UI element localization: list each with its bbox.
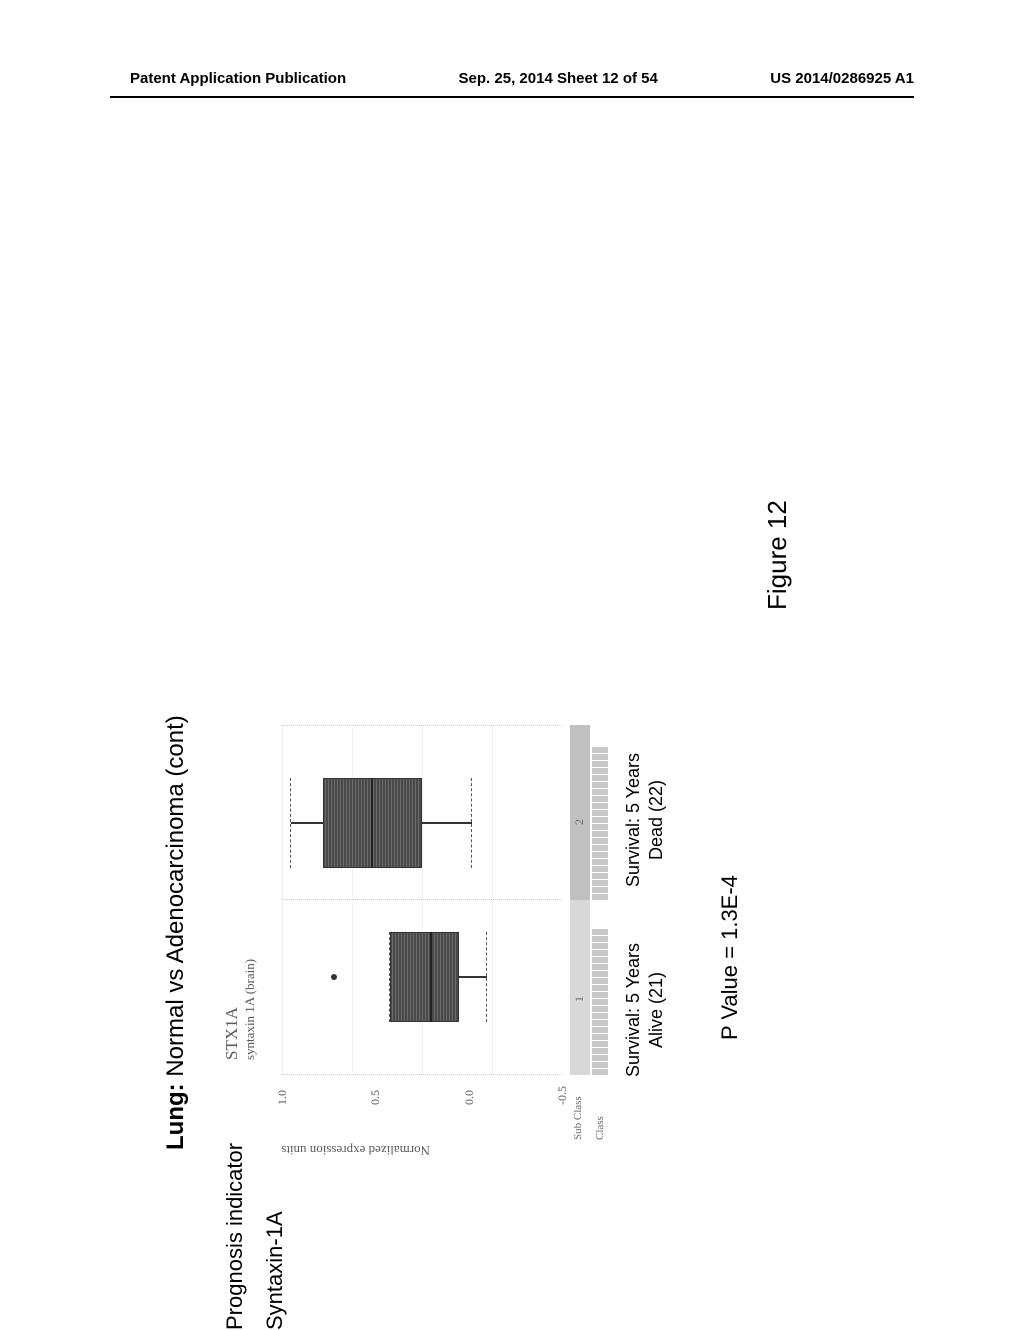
x-cat-1-top: Survival: 5 Years [622, 920, 645, 1100]
x-category-1: Survival: 5 Years Alive (21) [622, 920, 669, 1100]
sub-class-band [570, 725, 590, 1075]
title-rest: Normal vs Adenocarcinoma (cont) [162, 715, 189, 1083]
header-left: Patent Application Publication [130, 70, 346, 87]
class-num-2: 2 [572, 819, 587, 825]
header-center: Sep. 25, 2014 Sheet 12 of 54 [459, 70, 658, 87]
x-cat-2-top: Survival: 5 Years [622, 730, 645, 910]
y-axis-label: Normalized expression units [281, 1142, 430, 1158]
figure-title: Lung: Normal vs Adenocarcinoma (cont) [162, 715, 190, 1150]
class-num-1: 1 [572, 996, 587, 1002]
class-label: Class [594, 1116, 606, 1140]
figure-number-label: Figure 12 [762, 500, 793, 610]
prognosis-indicator-label: Prognosis indicator [222, 1143, 248, 1330]
class-cell-2 [592, 725, 610, 900]
header-right: US 2014/0286925 A1 [770, 70, 914, 87]
title-prefix: Lung: [162, 1083, 189, 1150]
x-cat-2-bottom: Dead (22) [645, 730, 668, 910]
gene-symbol: STX1A [222, 1007, 242, 1060]
x-category-2: Survival: 5 Years Dead (22) [622, 730, 669, 910]
syntaxin-target-label: Syntaxin-1A [262, 1211, 288, 1330]
class-cell-1 [592, 900, 610, 1075]
patent-header: Patent Application Publication Sep. 25, … [0, 70, 1024, 87]
gene-description: syntaxin 1A (brain) [242, 959, 258, 1060]
boxplot-chart: Normalized expression units 1.00.50.0-0.… [272, 710, 622, 1140]
x-cat-1-bottom: Alive (21) [645, 920, 668, 1100]
class-cells [592, 725, 610, 1075]
p-value: P Value = 1.3E-4 [717, 875, 743, 1040]
figure-content: Lung: Normal vs Adenocarcinoma (cont) Pr… [162, 330, 862, 1330]
sub-class-label: Sub Class [572, 1096, 584, 1140]
header-divider [110, 96, 914, 98]
